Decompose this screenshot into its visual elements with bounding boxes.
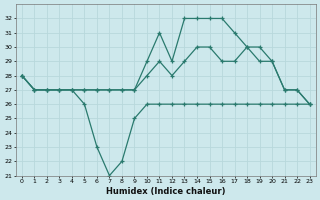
X-axis label: Humidex (Indice chaleur): Humidex (Indice chaleur): [106, 187, 226, 196]
